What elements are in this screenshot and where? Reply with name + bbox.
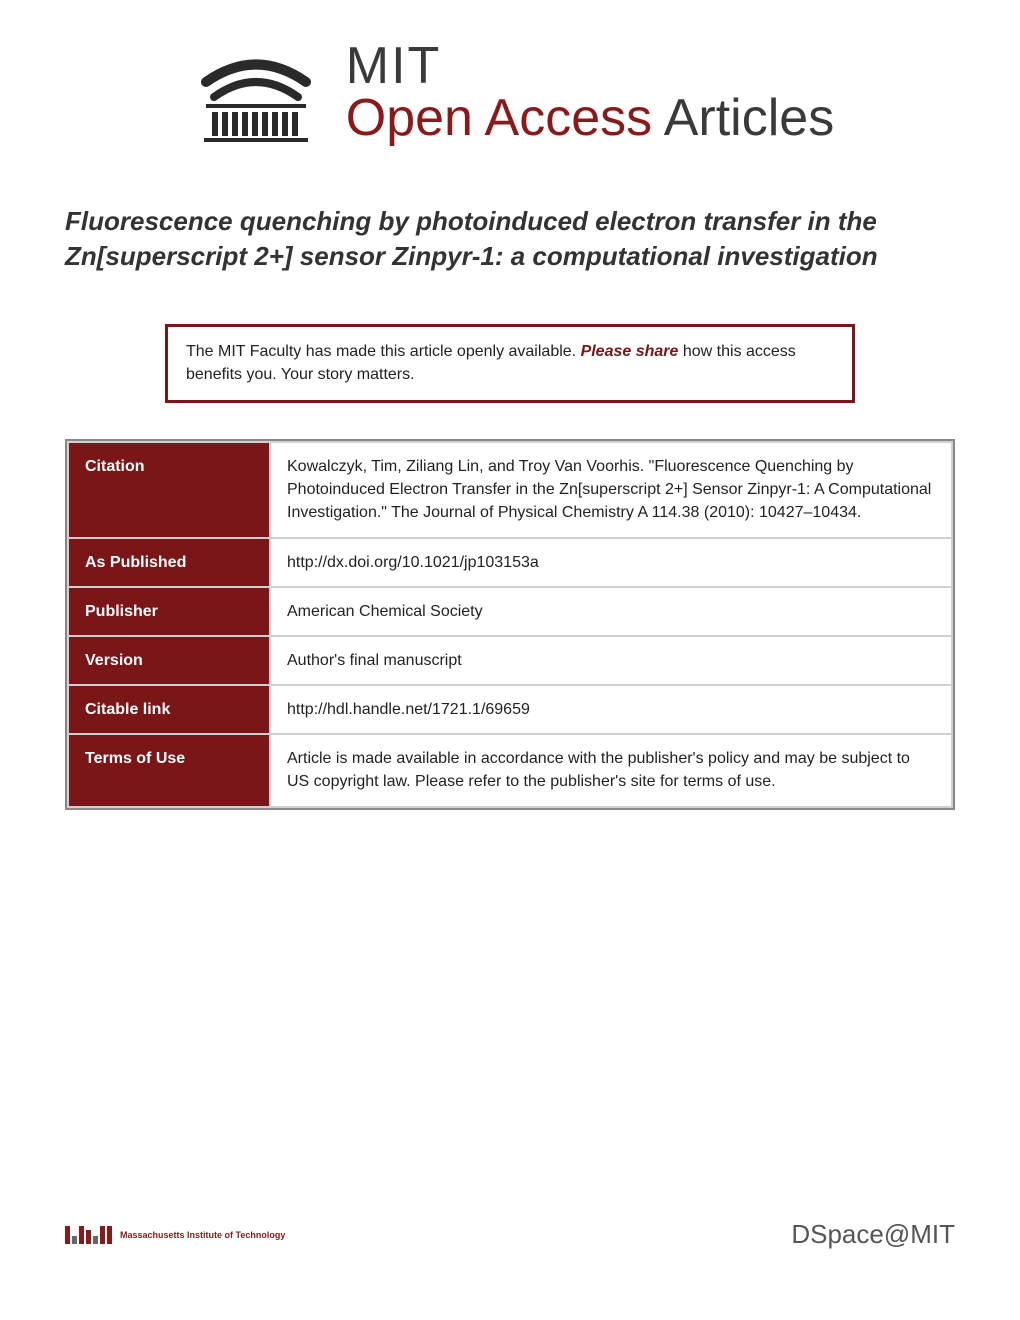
meta-value: American Chemical Society bbox=[271, 588, 951, 635]
institute-name: Massachusetts Institute of Technology bbox=[120, 1230, 285, 1240]
meta-value[interactable]: http://dx.doi.org/10.1021/jp103153a bbox=[271, 539, 951, 586]
meta-value[interactable]: http://hdl.handle.net/1721.1/69659 bbox=[271, 686, 951, 733]
please-share-link[interactable]: Please share bbox=[581, 343, 679, 360]
mit-logo-small[interactable]: Massachusetts Institute of Technology bbox=[65, 1226, 285, 1244]
mit-bars-icon bbox=[65, 1226, 112, 1244]
meta-label: Terms of Use bbox=[69, 735, 269, 805]
table-row: Terms of Use Article is made available i… bbox=[69, 735, 951, 805]
header-logo: MIT Open Access Articles bbox=[65, 40, 955, 144]
logo-mit: MIT bbox=[346, 40, 834, 92]
meta-label: Citable link bbox=[69, 686, 269, 733]
meta-label: As Published bbox=[69, 539, 269, 586]
meta-label: Publisher bbox=[69, 588, 269, 635]
logo-open-access: Open Access bbox=[346, 89, 652, 147]
logo-subtitle: Open Access Articles bbox=[346, 92, 834, 144]
logo-articles: Articles bbox=[652, 89, 834, 147]
meta-value: Article is made available in accordance … bbox=[271, 735, 951, 805]
table-row: Citable link http://hdl.handle.net/1721.… bbox=[69, 686, 951, 733]
share-box: The MIT Faculty has made this article op… bbox=[165, 324, 855, 403]
metadata-table: Citation Kowalczyk, Tim, Ziliang Lin, an… bbox=[65, 439, 955, 810]
table-row: As Published http://dx.doi.org/10.1021/j… bbox=[69, 539, 951, 586]
article-title: Fluorescence quenching by photoinduced e… bbox=[65, 204, 955, 274]
meta-label: Version bbox=[69, 637, 269, 684]
dome-icon bbox=[186, 42, 326, 142]
dspace-logo[interactable]: DSpace@MIT bbox=[791, 1219, 955, 1250]
footer: Massachusetts Institute of Technology DS… bbox=[65, 1219, 955, 1250]
table-row: Publisher American Chemical Society bbox=[69, 588, 951, 635]
meta-value: Kowalczyk, Tim, Ziliang Lin, and Troy Va… bbox=[271, 443, 951, 537]
logo-text: MIT Open Access Articles bbox=[346, 40, 834, 144]
table-row: Citation Kowalczyk, Tim, Ziliang Lin, an… bbox=[69, 443, 951, 537]
meta-label: Citation bbox=[69, 443, 269, 537]
table-row: Version Author's final manuscript bbox=[69, 637, 951, 684]
share-prefix: The MIT Faculty has made this article op… bbox=[186, 343, 581, 360]
meta-value: Author's final manuscript bbox=[271, 637, 951, 684]
